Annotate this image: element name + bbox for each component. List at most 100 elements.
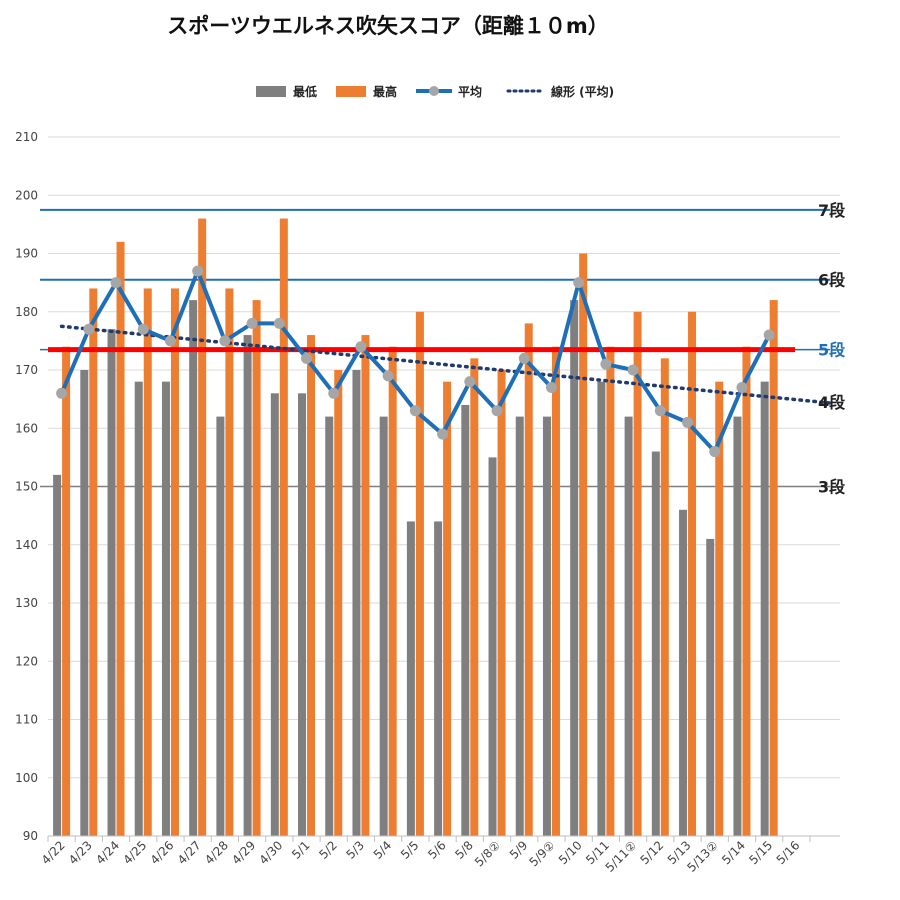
bar-max [633, 311, 642, 836]
y-tick-label: 150 [15, 480, 38, 494]
average-point [219, 335, 231, 347]
legend-item-average: 平均 [416, 84, 482, 99]
x-tick-label: 5/15 [746, 838, 775, 867]
legend-marker-average [429, 86, 439, 96]
average-point [110, 277, 122, 289]
bar-max [660, 358, 669, 836]
bar-max [116, 241, 125, 837]
bar-min [624, 416, 633, 836]
average-point [382, 370, 394, 382]
bar-max [89, 288, 98, 836]
bar-min [216, 416, 225, 836]
average-point [301, 352, 313, 364]
bar-max [361, 335, 370, 836]
bar-min [243, 335, 252, 836]
bar-min [352, 370, 361, 836]
bar-min [679, 509, 688, 836]
average-point [464, 376, 476, 388]
level-label: 5段 [818, 341, 846, 360]
x-tick-label: 4/22 [39, 838, 68, 867]
y-tick-label: 180 [15, 305, 38, 319]
bar-min [488, 457, 497, 836]
bar-max [742, 346, 751, 836]
average-point [682, 416, 694, 428]
average-point [273, 317, 285, 329]
x-tick-label: 5/14 [719, 838, 748, 867]
y-tick-label: 120 [15, 654, 38, 668]
x-tick-label: 4/25 [120, 838, 149, 867]
bar-max [470, 358, 479, 836]
bar-min [53, 474, 62, 836]
average-point [763, 329, 775, 341]
bar-min [80, 370, 89, 836]
x-tick-label: 5/8② [472, 838, 503, 869]
bar-max [198, 218, 207, 837]
level-label: 7段 [818, 201, 846, 220]
x-tick-label: 5/11② [603, 838, 640, 875]
legend-item-min: 最低 [256, 84, 317, 99]
x-tick-label: 5/16 [774, 838, 803, 867]
bar-max [170, 288, 179, 836]
average-point [654, 405, 666, 417]
bar-max [334, 370, 343, 836]
x-axis: 4/224/234/244/254/264/274/284/294/30 5/1 5… [39, 835, 840, 875]
y-axis: 90 100 110 120 130 140 150 160 170 180 190 200 210 [15, 130, 38, 843]
y-tick-label: 170 [15, 363, 38, 377]
x-tick-label: 4/24 [93, 838, 122, 867]
level-label: 6段 [818, 271, 846, 290]
y-tick-label: 190 [15, 247, 38, 261]
bar-min [461, 404, 470, 836]
bar-max [579, 253, 588, 836]
x-tick-label: 5/13② [684, 838, 721, 875]
bar-min [325, 416, 334, 836]
x-tick-label: 5/9② [526, 838, 557, 869]
legend-label-min: 最低 [293, 84, 317, 99]
legend-item-trend: 線形 (平均) [506, 84, 614, 99]
y-tick-label: 110 [15, 713, 38, 727]
bar-max [497, 370, 506, 836]
average-point [355, 341, 367, 353]
bar-max [688, 311, 697, 836]
bar-max [225, 288, 234, 836]
legend: 最低 最高 平均 線形 (平均) [256, 84, 614, 99]
y-tick-label: 100 [15, 771, 38, 785]
bar-min [542, 416, 551, 836]
bar-max [606, 346, 615, 836]
level-labels: 7段 6段 5段 4段 3段 [818, 201, 846, 497]
bar-min [379, 416, 388, 836]
x-tick-label: 5/12 [637, 838, 666, 867]
average-point [137, 323, 149, 335]
legend-label-max: 最高 [373, 84, 397, 99]
bar-min [298, 393, 307, 836]
average-point [736, 381, 748, 393]
bar-min [515, 416, 524, 836]
bar-min [270, 393, 279, 836]
average-point [573, 277, 585, 289]
y-tick-label: 210 [15, 130, 38, 144]
average-point [192, 265, 204, 277]
bar-min [189, 300, 198, 837]
y-tick-label: 160 [15, 421, 38, 435]
bar-max [715, 381, 724, 836]
bar-max [388, 346, 397, 836]
x-tick-label: 4/26 [148, 838, 177, 867]
bar-max [415, 311, 424, 836]
legend-label-average: 平均 [458, 84, 482, 99]
average-point [709, 446, 721, 458]
bar-max [279, 218, 288, 837]
bar-max [252, 300, 261, 837]
average-point [491, 405, 503, 417]
average-point [409, 405, 421, 417]
average-point [627, 364, 639, 376]
x-tick-label: 4/30 [256, 838, 285, 867]
level-label: 4段 [818, 393, 846, 412]
bar-max [551, 346, 560, 836]
x-tick-label: 4/29 [229, 838, 258, 867]
trendline [59, 324, 834, 405]
average-point [437, 428, 449, 440]
bar-min [161, 381, 170, 836]
average-point [56, 387, 68, 399]
legend-item-max: 最高 [336, 84, 397, 99]
x-tick-label: 5/10 [556, 838, 585, 867]
